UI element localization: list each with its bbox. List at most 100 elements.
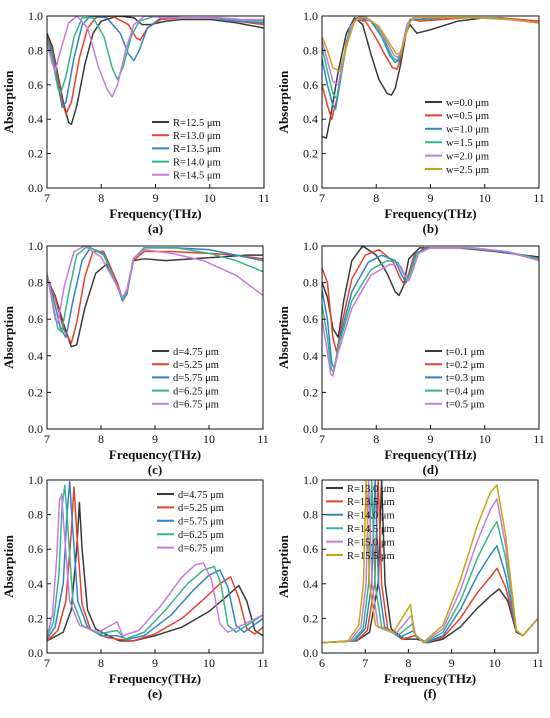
x-tick-label: 8: [373, 432, 379, 446]
x-tick-label: 10: [479, 191, 491, 205]
y-tick-label: 0.6: [303, 542, 318, 556]
x-tick-label: 9: [152, 432, 158, 446]
x-axis-title: Frequency(THz): [109, 671, 201, 686]
series-line: [47, 16, 264, 126]
legend-label: d=6.25 μm: [173, 386, 219, 397]
y-tick-label: 0.8: [303, 43, 318, 57]
x-tick-label: 9: [449, 656, 455, 670]
panel-label: (f): [424, 686, 437, 701]
x-axis-title: Frequency(THz): [109, 206, 201, 221]
y-tick-label: 0.6: [28, 312, 43, 326]
x-tick-label: 7: [319, 191, 325, 205]
legend-label: d=5.75 μm: [173, 373, 219, 384]
x-tick-label: 9: [153, 191, 159, 205]
x-axis-title: Frequency(THz): [109, 447, 201, 462]
y-axis-title: Absorption: [276, 70, 291, 134]
y-tick-label: 0.2: [28, 385, 43, 399]
x-tick-label: 8: [98, 191, 104, 205]
y-axis-title: Absorption: [1, 305, 16, 369]
legend-label: w=2.0 μm: [446, 151, 489, 162]
y-tick-label: 0.8: [28, 276, 43, 290]
series-line: [322, 16, 539, 86]
chart-panel: 7 8 9 10 11 0.0 0.2 0.4 0.6 0.8 1.0 Frequency(THz) A…: [276, 9, 545, 236]
x-tick-label: 7: [44, 656, 50, 670]
legend-label: R=15.0 μm: [347, 537, 395, 548]
x-tick-label: 8: [98, 432, 104, 446]
chart-panel: 7 8 9 10 11 0.0 0.2 0.4 0.6 0.8 1.0 Frequency(THz) A…: [1, 239, 269, 477]
legend-label: d=5.25 μm: [173, 360, 219, 371]
x-tick-label: 7: [319, 432, 325, 446]
x-tick-label: 9: [152, 656, 158, 670]
x-axis-title: Frequency(THz): [384, 671, 476, 686]
chart-panel: 7 8 9 10 11 0.0 0.2 0.4 0.6 0.8 1.0 Frequency(THz) A…: [1, 9, 270, 236]
x-tick-label: 11: [257, 432, 269, 446]
legend-label: t=0.4 μm: [446, 386, 484, 397]
y-tick-label: 0.4: [303, 349, 318, 363]
series-line: [47, 493, 263, 637]
series-line: [47, 254, 263, 348]
y-tick-label: 1.0: [28, 473, 43, 487]
series-line: [322, 16, 539, 110]
legend-label: d=6.75 μm: [178, 543, 224, 554]
legend-label: d=4.75 μm: [178, 490, 224, 501]
legend-label: d=6.25 μm: [178, 530, 224, 541]
legend-label: R=13.0 μm: [347, 484, 395, 495]
legend-label: w=1.0 μm: [446, 125, 489, 136]
x-tick-label: 6: [319, 656, 325, 670]
panel-label: (c): [148, 462, 162, 477]
y-tick-label: 0.0: [28, 422, 43, 436]
x-tick-label: 11: [532, 656, 544, 670]
series-line: [322, 247, 539, 377]
legend-label: R=14.5 μm: [347, 524, 395, 535]
x-tick-label: 10: [479, 432, 491, 446]
x-axis-title: Frequency(THz): [384, 206, 476, 221]
x-tick-label: 9: [428, 432, 434, 446]
series-line: [47, 480, 263, 640]
panel-label: (d): [423, 462, 439, 477]
legend-label: t=0.1 μm: [446, 347, 484, 358]
legend-label: R=14.0 μm: [173, 157, 221, 168]
series-line: [47, 501, 263, 642]
series-line: [322, 16, 539, 120]
y-tick-label: 0.8: [28, 508, 43, 522]
y-tick-label: 0.8: [303, 276, 318, 290]
series-line: [322, 480, 538, 644]
legend-label: d=6.75 μm: [173, 400, 219, 411]
x-tick-label: 11: [533, 432, 545, 446]
plot-frame: [321, 479, 539, 654]
series-line: [47, 247, 263, 339]
y-axis-title: Absorption: [1, 70, 16, 134]
x-tick-label: 10: [204, 191, 216, 205]
legend-label: t=0.5 μm: [446, 400, 484, 411]
x-tick-label: 7: [362, 656, 368, 670]
y-tick-label: 0.6: [303, 312, 318, 326]
legend-label: d=4.75 μm: [173, 347, 219, 358]
y-tick-label: 0.0: [303, 646, 318, 660]
legend-label: t=0.3 μm: [446, 373, 484, 384]
y-tick-label: 0.6: [28, 542, 43, 556]
y-tick-label: 1.0: [303, 473, 318, 487]
y-axis-title: Absorption: [276, 305, 291, 369]
x-tick-label: 8: [405, 656, 411, 670]
y-tick-label: 1.0: [28, 9, 43, 23]
y-tick-label: 0.6: [28, 78, 43, 92]
series-line: [322, 247, 539, 353]
series-line: [47, 16, 264, 115]
series-line: [47, 250, 263, 344]
x-tick-label: 8: [373, 191, 379, 205]
legend-label: R=12.5 μm: [173, 118, 221, 129]
y-tick-label: 0.2: [28, 147, 43, 161]
panel-label: (e): [148, 686, 162, 701]
chart-panel: 7 8 9 10 11 0.0 0.2 0.4 0.6 0.8 1.0 Frequency(THz) A…: [1, 473, 269, 701]
legend-label: R=14.0 μm: [347, 511, 395, 522]
series-line: [47, 16, 264, 98]
x-tick-label: 7: [44, 432, 50, 446]
y-tick-label: 0.8: [28, 43, 43, 57]
x-tick-label: 7: [44, 191, 50, 205]
legend-label: w=2.5 μm: [446, 165, 489, 176]
y-axis-title: Absorption: [1, 534, 16, 598]
y-tick-label: 0.4: [303, 577, 318, 591]
y-tick-label: 0.2: [303, 385, 318, 399]
y-tick-label: 0.6: [303, 78, 318, 92]
